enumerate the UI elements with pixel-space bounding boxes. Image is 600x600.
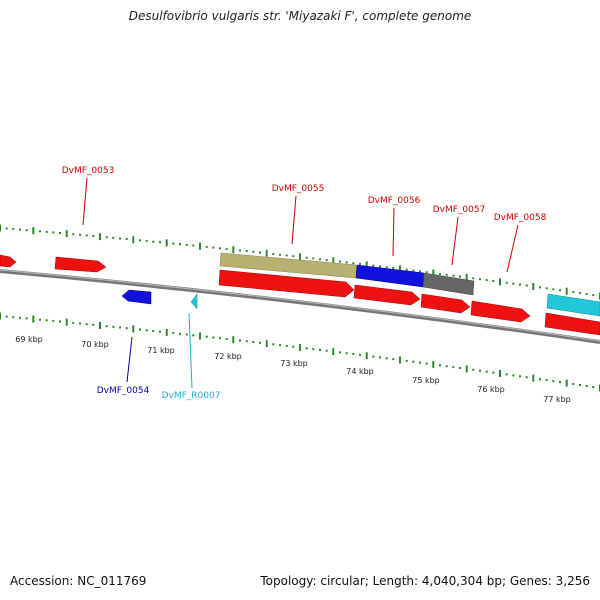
kbp-label: 74 kbp <box>346 367 374 376</box>
feature-dvmf-0057[interactable] <box>422 272 475 296</box>
label-leaders <box>82 177 519 389</box>
map-title: Desulfovibrio vulgaris str. 'Miyazaki F'… <box>128 9 472 23</box>
forward-genes <box>0 252 600 336</box>
reverse-genes <box>121 289 198 310</box>
kbp-label: 69 kbp <box>15 335 43 344</box>
kbp-label: 76 kbp <box>477 385 505 394</box>
accession-text: Accession: NC_011769 <box>10 574 147 588</box>
gene-arrow-dvmf-0055[interactable] <box>218 269 355 298</box>
kbp-labels: 69 kbp 70 kbp 71 kbp 72 kbp 73 kbp 74 kb… <box>15 335 571 404</box>
gene-arrow-dvmf-0058[interactable] <box>470 300 531 323</box>
kbp-label: 72 kbp <box>214 352 242 361</box>
gene-arrow-dvmf-0057[interactable] <box>420 293 471 314</box>
kbp-label: 73 kbp <box>280 359 308 368</box>
genome-backbone <box>0 269 600 344</box>
gene-arrow-dvmf-0054[interactable] <box>121 289 152 305</box>
feature-cyan-right[interactable] <box>546 293 600 317</box>
genome-summary-text: Topology: circular; Length: 4,040,304 bp… <box>260 574 590 588</box>
gene-label-dvmf-0057[interactable]: DvMF_0057 <box>433 205 486 215</box>
gene-label-dvmf-0055[interactable]: DvMF_0055 <box>272 184 325 194</box>
gene-arrow-dvmf-r0007[interactable] <box>190 293 198 310</box>
lower-ruler <box>0 312 600 392</box>
kbp-label: 75 kbp <box>412 376 440 385</box>
kbp-label: 77 kbp <box>543 395 571 404</box>
gene-label-dvmf-0058[interactable]: DvMF_0058 <box>494 213 547 223</box>
gene-label-dvmf-r0007[interactable]: DvMF_R0007 <box>162 391 221 401</box>
kbp-label: 71 kbp <box>147 346 175 355</box>
gene-label-dvmf-0053[interactable]: DvMF_0053 <box>62 166 115 176</box>
feature-dvmf-0056[interactable] <box>355 264 425 288</box>
gene-arrow-right[interactable] <box>544 312 600 336</box>
gene-labels: DvMF_0053 DvMF_0054 DvMF_R0007 DvMF_0055… <box>62 166 547 401</box>
gene-label-dvmf-0056[interactable]: DvMF_0056 <box>368 196 421 206</box>
gene-arrow-dvmf-0056[interactable] <box>353 284 421 306</box>
upper-ruler <box>0 224 600 300</box>
gene-arrow[interactable] <box>0 254 17 268</box>
kbp-label: 70 kbp <box>81 340 109 349</box>
gene-arrow-dvmf-0053[interactable] <box>54 256 107 273</box>
gene-label-dvmf-0054[interactable]: DvMF_0054 <box>97 386 150 396</box>
